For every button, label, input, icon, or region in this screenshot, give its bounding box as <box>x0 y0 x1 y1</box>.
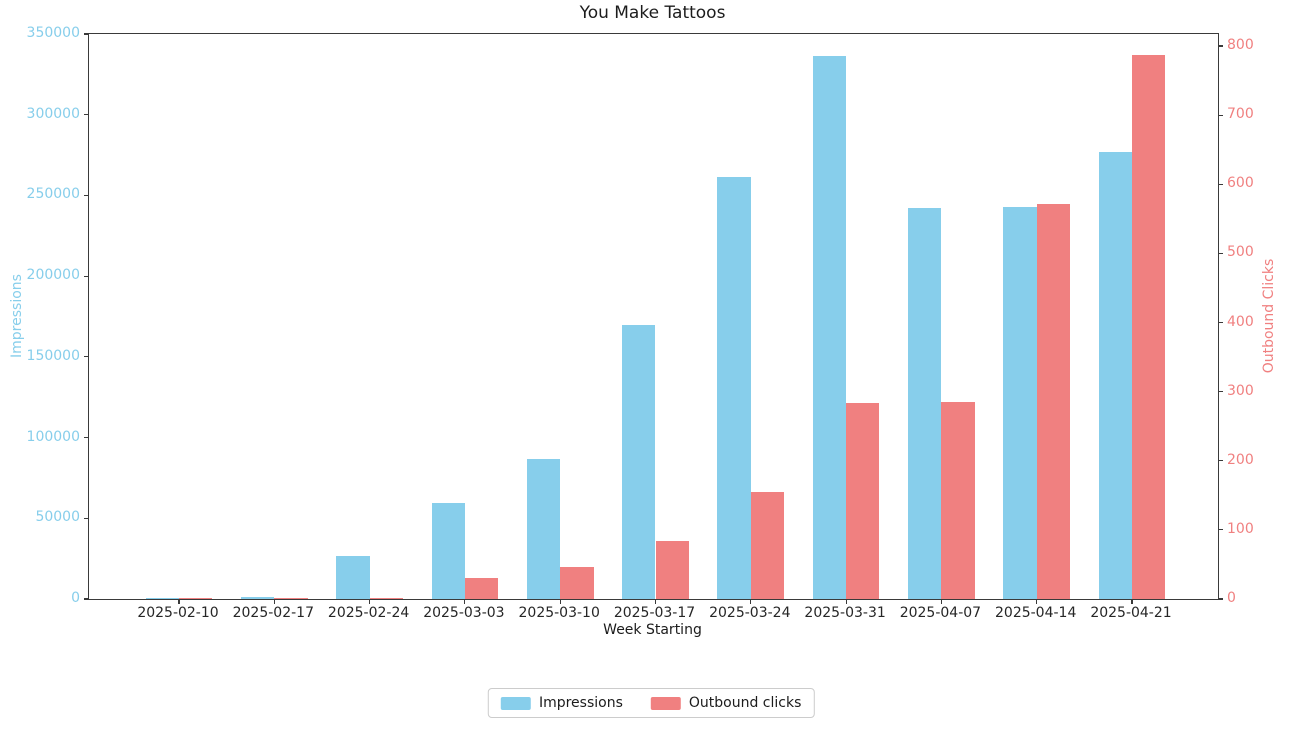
y-tick-label-left: 200000 <box>26 267 80 284</box>
x-axis-tick <box>1036 599 1038 604</box>
x-tick-label: 2025-04-07 <box>899 605 982 621</box>
x-axis-tick <box>845 599 847 604</box>
bar-impressions-2025-03-24 <box>717 177 751 599</box>
y-axis-right-tick <box>1218 529 1223 531</box>
chart-title: You Make Tattoos <box>579 3 726 23</box>
legend-label-outbound-clicks: Outbound clicks <box>688 695 802 711</box>
bar-impressions-2025-02-24 <box>336 556 370 599</box>
bar-impressions-2025-02-17 <box>240 597 275 599</box>
y-tick-label-right: 100 <box>1227 520 1254 537</box>
y-tick-label-right: 600 <box>1227 175 1254 192</box>
y-axis-right-tick <box>1218 598 1223 600</box>
x-axis-tick <box>654 599 657 604</box>
legend-swatch-outbound-clicks <box>650 696 681 710</box>
y-axis-right-tick <box>1218 460 1223 462</box>
y-axis-left-tick <box>84 356 89 358</box>
y-axis-left-tick <box>84 114 89 116</box>
bar-impressions-2025-02-10 <box>145 597 179 599</box>
y-tick-label-left: 0 <box>71 590 80 606</box>
x-tick-label: 2025-03-24 <box>709 605 791 621</box>
y-axis-right-tick <box>1218 252 1223 254</box>
plot-area <box>84 33 1223 604</box>
y-tick-label-right: 500 <box>1227 244 1254 261</box>
bar-outbound-clicks-2025-04-21 <box>1132 55 1166 599</box>
legend-item-outbound-clicks: Outbound clicks <box>650 695 802 711</box>
bar-impressions-2025-04-07 <box>908 207 942 599</box>
x-axis-label: Week Starting <box>603 622 702 638</box>
y-tick-label-left: 250000 <box>26 186 80 203</box>
bar-impressions-2025-04-21 <box>1098 152 1132 599</box>
y-axis-left-tick <box>84 194 89 197</box>
bar-outbound-clicks-2025-03-10 <box>560 566 594 599</box>
x-tick-label: 2025-04-21 <box>1090 605 1172 621</box>
bar-outbound-clicks-2025-03-24 <box>750 491 785 599</box>
bar-impressions-2025-03-10 <box>526 459 561 599</box>
x-tick-label: 2025-03-31 <box>804 605 886 621</box>
y-axis-left-tick <box>84 33 89 35</box>
legend: Impressions Outbound clicks <box>487 688 815 718</box>
bar-outbound-clicks-2025-03-17 <box>655 540 689 599</box>
bar-impressions-2025-03-31 <box>812 55 847 599</box>
y-tick-label-right: 400 <box>1227 313 1254 330</box>
y-tick-label-right: 200 <box>1227 451 1254 468</box>
y-tick-label-right: 700 <box>1227 106 1254 123</box>
bar-outbound-clicks-2025-04-14 <box>1036 203 1071 599</box>
x-axis-tick <box>1131 599 1133 604</box>
bar-outbound-clicks-2025-03-31 <box>846 403 880 599</box>
bar-outbound-clicks-2025-02-17 <box>274 597 308 599</box>
x-tick-label: 2025-02-24 <box>327 605 410 621</box>
x-axis-tick <box>273 599 275 604</box>
x-axis-tick <box>559 599 561 604</box>
y-axis-left-tick <box>84 436 89 439</box>
x-axis-tick <box>750 599 752 604</box>
x-tick-label: 2025-03-10 <box>518 605 600 621</box>
y-axis-right-tick <box>1218 45 1223 47</box>
y-tick-label-left: 300000 <box>26 105 80 122</box>
y-tick-label-right: 800 <box>1227 37 1254 54</box>
x-tick-label: 2025-04-14 <box>995 605 1077 621</box>
y-axis-right-tick <box>1218 114 1223 116</box>
y-axis-left-tick <box>84 275 89 277</box>
x-tick-label: 2025-02-17 <box>232 605 314 621</box>
x-tick-label: 2025-02-10 <box>137 605 219 621</box>
y-axis-right-tick <box>1218 183 1223 185</box>
bar-impressions-2025-03-17 <box>622 325 656 599</box>
x-axis-tick <box>940 599 942 604</box>
y-tick-label-left: 150000 <box>26 347 80 364</box>
legend-label-impressions: Impressions <box>538 695 623 711</box>
y-axis-label-left: Impressions <box>9 274 25 358</box>
x-axis-tick <box>464 599 466 604</box>
legend-item-impressions: Impressions <box>500 695 623 711</box>
y-tick-label-right: 300 <box>1227 382 1254 399</box>
y-axis-left-tick <box>84 598 89 600</box>
y-axis-left-tick <box>84 517 89 519</box>
x-axis-tick <box>178 599 180 604</box>
y-axis-right-tick <box>1218 391 1223 393</box>
y-tick-label-left: 350000 <box>26 25 80 41</box>
bar-outbound-clicks-2025-03-03 <box>464 577 499 599</box>
x-axis-tick <box>369 599 371 604</box>
x-tick-label: 2025-03-17 <box>613 605 696 621</box>
legend-swatch-impressions <box>500 696 531 710</box>
y-tick-label-left: 50000 <box>35 509 80 526</box>
bar-outbound-clicks-2025-02-10 <box>179 598 213 599</box>
y-tick-label-right: 0 <box>1227 590 1236 606</box>
y-tick-label-left: 100000 <box>26 428 80 445</box>
bar-impressions-2025-04-14 <box>1003 206 1037 599</box>
x-tick-label: 2025-03-03 <box>423 605 505 621</box>
bar-impressions-2025-03-03 <box>431 502 465 599</box>
bar-outbound-clicks-2025-02-24 <box>369 597 403 599</box>
bar-outbound-clicks-2025-04-07 <box>941 402 975 599</box>
y-axis-right-tick <box>1218 321 1223 324</box>
